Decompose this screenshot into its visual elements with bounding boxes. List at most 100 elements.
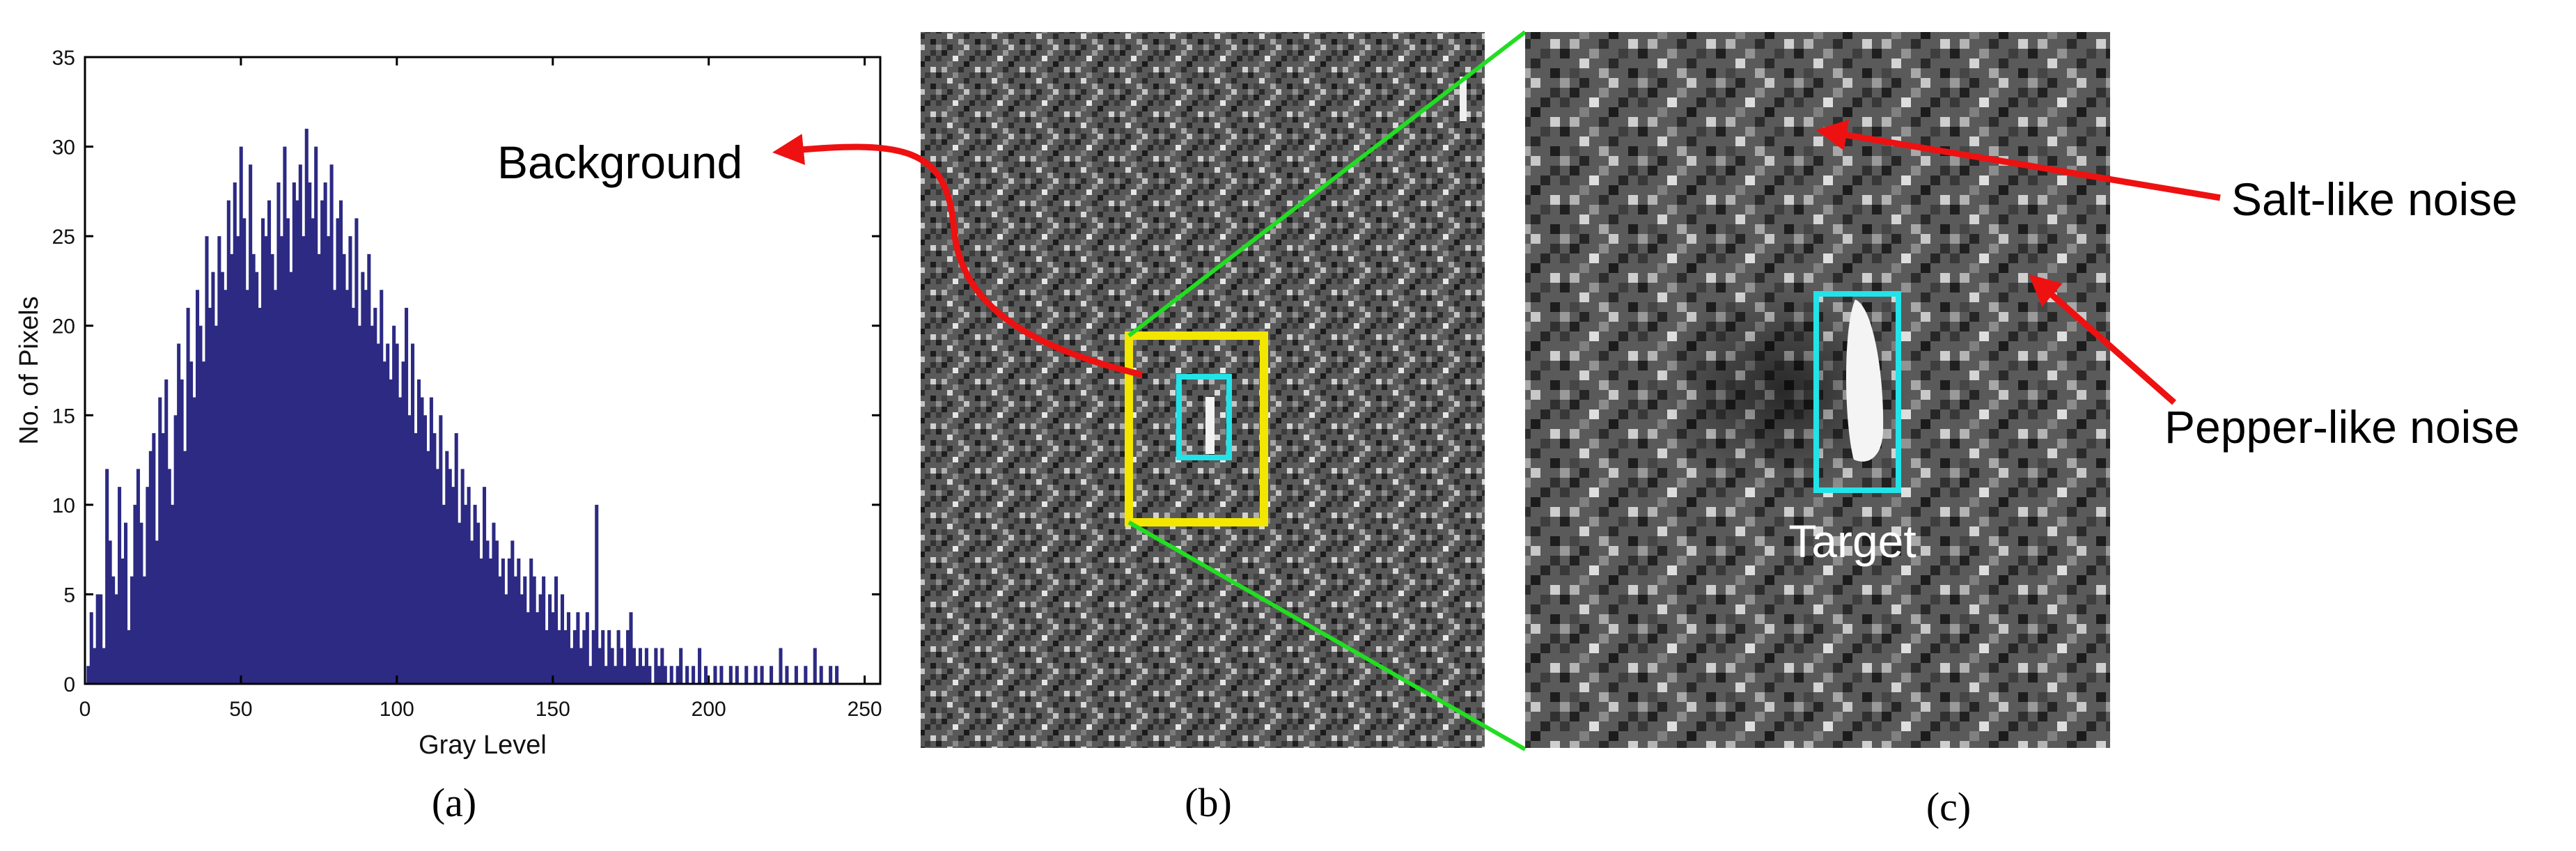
- y-tick-label: 10: [52, 494, 75, 517]
- x-axis-label: Gray Level: [419, 731, 547, 760]
- histogram-bar: [171, 504, 175, 684]
- histogram-bar: [610, 648, 614, 684]
- histogram-bar: [302, 236, 306, 684]
- zoom-line-top: [1127, 30, 1527, 338]
- y-tick-label: 35: [52, 47, 75, 70]
- histogram-bar: [351, 308, 355, 684]
- histogram-bar: [146, 487, 150, 684]
- histogram-bar: [829, 666, 833, 684]
- histogram-bar: [638, 648, 642, 684]
- histogram-bar: [93, 648, 97, 684]
- histogram-bar: [563, 630, 568, 684]
- histogram-bar: [460, 469, 465, 684]
- histogram-bar: [167, 469, 171, 684]
- histogram-bar: [230, 253, 234, 684]
- histogram-bar: [601, 630, 605, 684]
- zoom-line-bottom: [1127, 520, 1527, 751]
- histogram-bar: [180, 379, 184, 684]
- histogram-bar: [492, 522, 496, 684]
- y-tick-label: 15: [52, 405, 75, 428]
- histogram-bar: [494, 540, 499, 684]
- histogram-bar: [429, 397, 433, 684]
- histogram-bar: [298, 164, 302, 685]
- target-shadow: [1657, 286, 1908, 494]
- histogram-bar: [676, 666, 680, 684]
- histogram-bar: [660, 648, 664, 684]
- histogram-bar: [380, 290, 384, 684]
- histogram-bar: [426, 451, 430, 684]
- histogram-bar: [554, 576, 559, 684]
- histogram-bar: [118, 487, 122, 684]
- x-tick-label: 0: [79, 698, 91, 721]
- histogram-bar: [604, 666, 608, 684]
- sar-image: [921, 32, 1485, 748]
- histogram-bar: [95, 594, 100, 684]
- histogram-bar: [657, 666, 661, 684]
- y-tick-label: 30: [52, 136, 75, 159]
- caption-b: (b): [1185, 780, 1232, 825]
- histogram-bar: [245, 290, 249, 684]
- histogram-bar: [186, 308, 190, 684]
- zoomed-panel: Target (c): [1525, 32, 2110, 829]
- histogram-bar: [198, 325, 203, 685]
- histogram-bar: [442, 504, 446, 684]
- histogram-bar: [423, 415, 427, 684]
- histogram-bar: [164, 379, 169, 684]
- histogram-bar: [760, 666, 764, 684]
- histogram-bar: [679, 648, 683, 684]
- histogram-bar: [376, 343, 380, 684]
- histogram-bar: [357, 325, 361, 685]
- histogram-bar: [139, 522, 143, 684]
- histogram-bar: [576, 612, 580, 684]
- histogram-bar: [598, 648, 602, 684]
- histogram-bar: [804, 666, 808, 684]
- histogram-bar: [89, 612, 93, 684]
- histogram-bar: [342, 253, 346, 684]
- histogram-bar: [158, 397, 162, 684]
- histogram-bar: [713, 666, 717, 684]
- histogram-bar: [386, 343, 390, 684]
- histogram-bar: [211, 272, 215, 684]
- histogram-bar: [382, 361, 387, 684]
- histogram-bar: [130, 576, 134, 684]
- histogram-bar: [205, 236, 209, 684]
- histogram-bar: [504, 594, 508, 684]
- histogram-bar: [476, 522, 481, 684]
- histogram-bar: [283, 146, 287, 684]
- histogram-bar: [623, 666, 627, 684]
- histogram-bar: [251, 253, 256, 684]
- histogram-bar: [445, 451, 449, 684]
- histogram-bar: [616, 630, 620, 684]
- histogram-bar: [111, 576, 116, 684]
- histogram-bar: [483, 487, 487, 684]
- histogram-bar: [582, 630, 586, 684]
- histogram-bar: [192, 397, 196, 684]
- histogram-bar: [779, 648, 783, 684]
- histogram-bar: [217, 236, 221, 684]
- histogram-bar: [560, 594, 565, 684]
- histogram-bar: [557, 630, 561, 684]
- histogram-bar: [401, 361, 405, 684]
- pepper-noise-arrow: [2029, 274, 2176, 405]
- histogram-bar: [155, 540, 159, 684]
- histogram-bar: [591, 630, 595, 684]
- histogram-bar: [439, 415, 443, 684]
- histogram-bar: [189, 361, 194, 684]
- y-ticks: 0 5 10 15 20 25 30 35: [52, 47, 880, 696]
- target-box: [1176, 374, 1232, 460]
- x-tick-label: 250: [848, 698, 882, 721]
- histogram-bar: [336, 218, 340, 684]
- histogram-bar: [102, 648, 106, 684]
- x-tick-label: 50: [229, 698, 252, 721]
- histogram-bar: [566, 612, 570, 684]
- histogram-bar: [517, 559, 521, 684]
- histogram-bar: [127, 630, 131, 684]
- histogram-bar: [224, 290, 228, 684]
- x-tick-label: 200: [692, 698, 726, 721]
- histogram-bar: [663, 666, 667, 684]
- caption-a: (a): [432, 780, 476, 825]
- histogram-bar: [448, 469, 452, 684]
- histogram-bar: [354, 218, 359, 684]
- histogram-bar: [279, 236, 283, 684]
- histogram-bar: [485, 540, 490, 684]
